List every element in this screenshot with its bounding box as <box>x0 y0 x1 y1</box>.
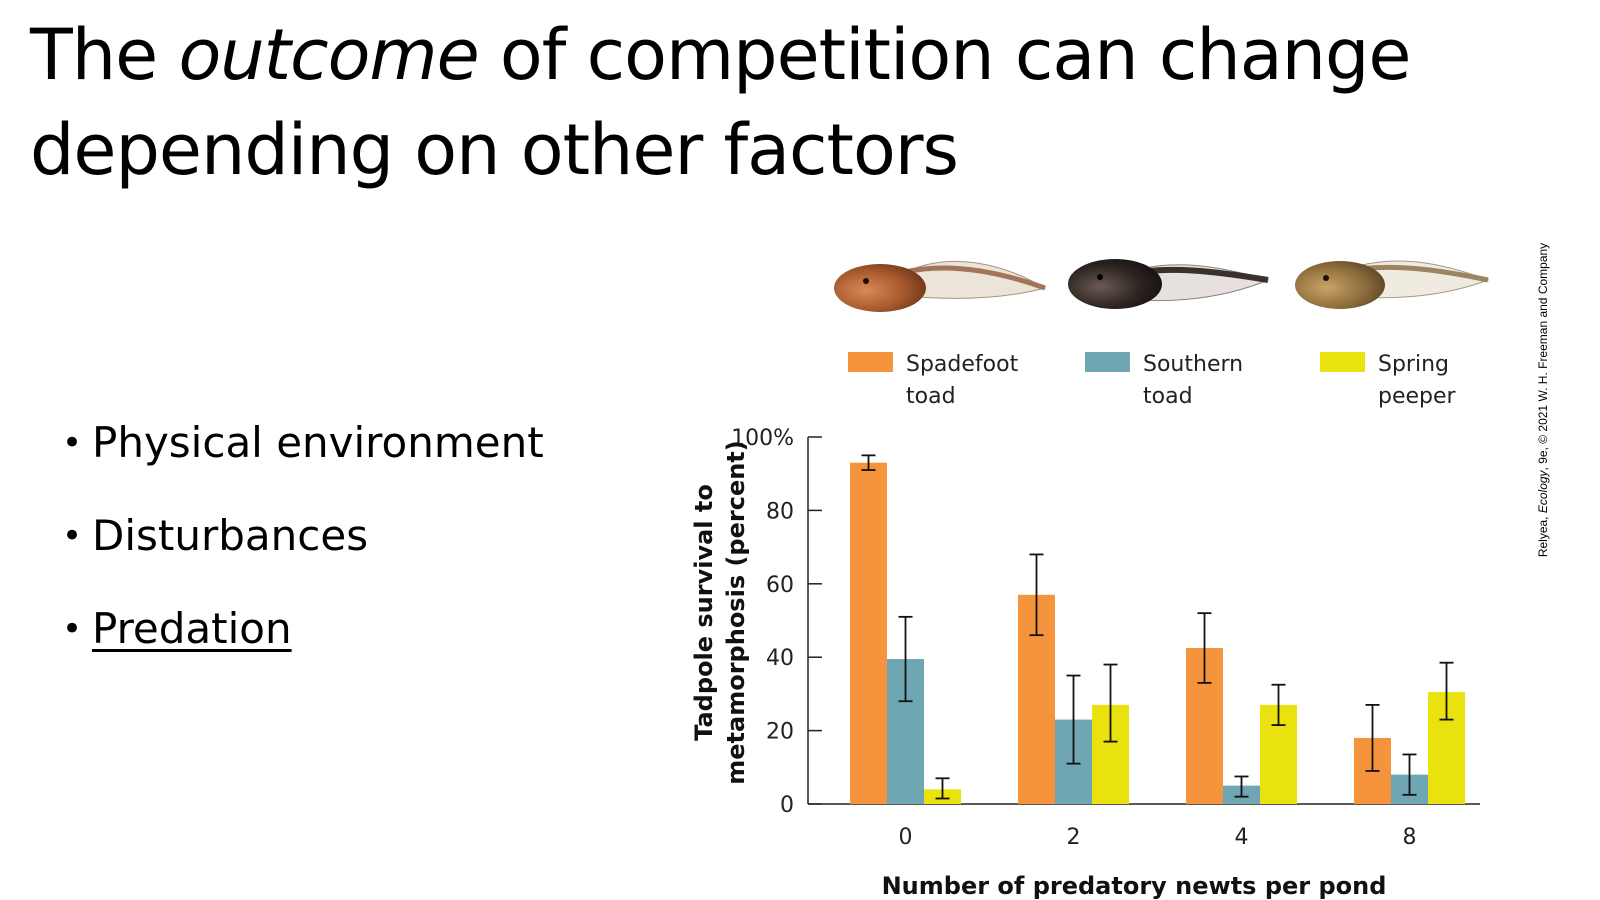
spadefoot-tadpole-illustration <box>834 260 1047 312</box>
legend-label-spring-peeper-line-2: peeper <box>1378 384 1457 409</box>
legend-swatch-spring-peeper <box>1320 352 1365 372</box>
legend-label-spadefoot-toad-line-2: toad <box>906 384 956 409</box>
bullet-text: Disturbances <box>92 511 369 560</box>
legend-label-spring-peeper-line-1: Spring <box>1378 352 1449 377</box>
bullet-list: • Physical environment • Disturbances • Pre… <box>62 410 544 689</box>
bullet-item-disturbances: • Disturbances <box>62 503 544 596</box>
y-axis-title-line-2: metamorphosis (percent) <box>722 440 750 784</box>
x-tick-label-2: 2 <box>1067 825 1081 850</box>
bullet-item-predation: • Predation <box>62 596 544 689</box>
bullet-text: Predation <box>92 604 292 653</box>
title-emphasis: outcome <box>178 14 479 96</box>
legend-swatch-southern-toad <box>1085 352 1130 372</box>
bullet-dot: • <box>62 516 83 556</box>
y-axis-title: Tadpole survival to metamorphosis (percen… <box>690 440 750 784</box>
y-tick-label-0: 0 <box>780 793 794 818</box>
x-tick-label-4: 4 <box>1235 825 1249 850</box>
legend-label-southern-toad-line-2: toad <box>1143 384 1193 409</box>
legend-swatch-spadefoot-toad <box>848 352 893 372</box>
southern-toad-tadpole-illustration <box>1068 259 1270 309</box>
bar-spadefoot-toad-0 <box>850 462 887 804</box>
x-tick-label-0: 0 <box>899 825 913 850</box>
legend-label-southern-toad-line-1: Southern <box>1143 352 1243 377</box>
y-tick-label-80: 80 <box>766 499 794 524</box>
chart-legend: Spadefoot toad Southern toad Spring peeper <box>848 352 1457 409</box>
bullet-item-physical-environment: • Physical environment <box>62 410 544 503</box>
y-tick-label-20: 20 <box>766 720 794 745</box>
x-axis-title: Number of predatory newts per pond <box>882 872 1387 900</box>
title-part-2: of competition can change depending on o… <box>30 14 1411 191</box>
chart-error-bars <box>861 454 1454 800</box>
bullet-text: Physical environment <box>92 418 544 467</box>
spring-peeper-tadpole-illustration <box>1295 260 1490 309</box>
title-part-1: The <box>30 14 179 96</box>
y-tick-label-100: 100% <box>731 426 794 451</box>
slide-title: The outcome of competition can change de… <box>30 8 1510 198</box>
chart-axis-titles: Number of predatory newts per pond Tadpol… <box>690 440 1386 900</box>
y-axis-title-line-1: Tadpole survival to <box>690 484 718 741</box>
y-tick-label-60: 60 <box>766 573 794 598</box>
chart-tick-labels: 0 20 40 60 80 100% 0 2 4 8 <box>731 426 1416 850</box>
y-tick-label-40: 40 <box>766 646 794 671</box>
legend-label-spadefoot-toad-line-1: Spadefoot <box>906 352 1019 377</box>
bullet-dot: • <box>62 423 83 463</box>
bullet-dot: • <box>62 609 83 649</box>
x-tick-label-8: 8 <box>1403 825 1417 850</box>
